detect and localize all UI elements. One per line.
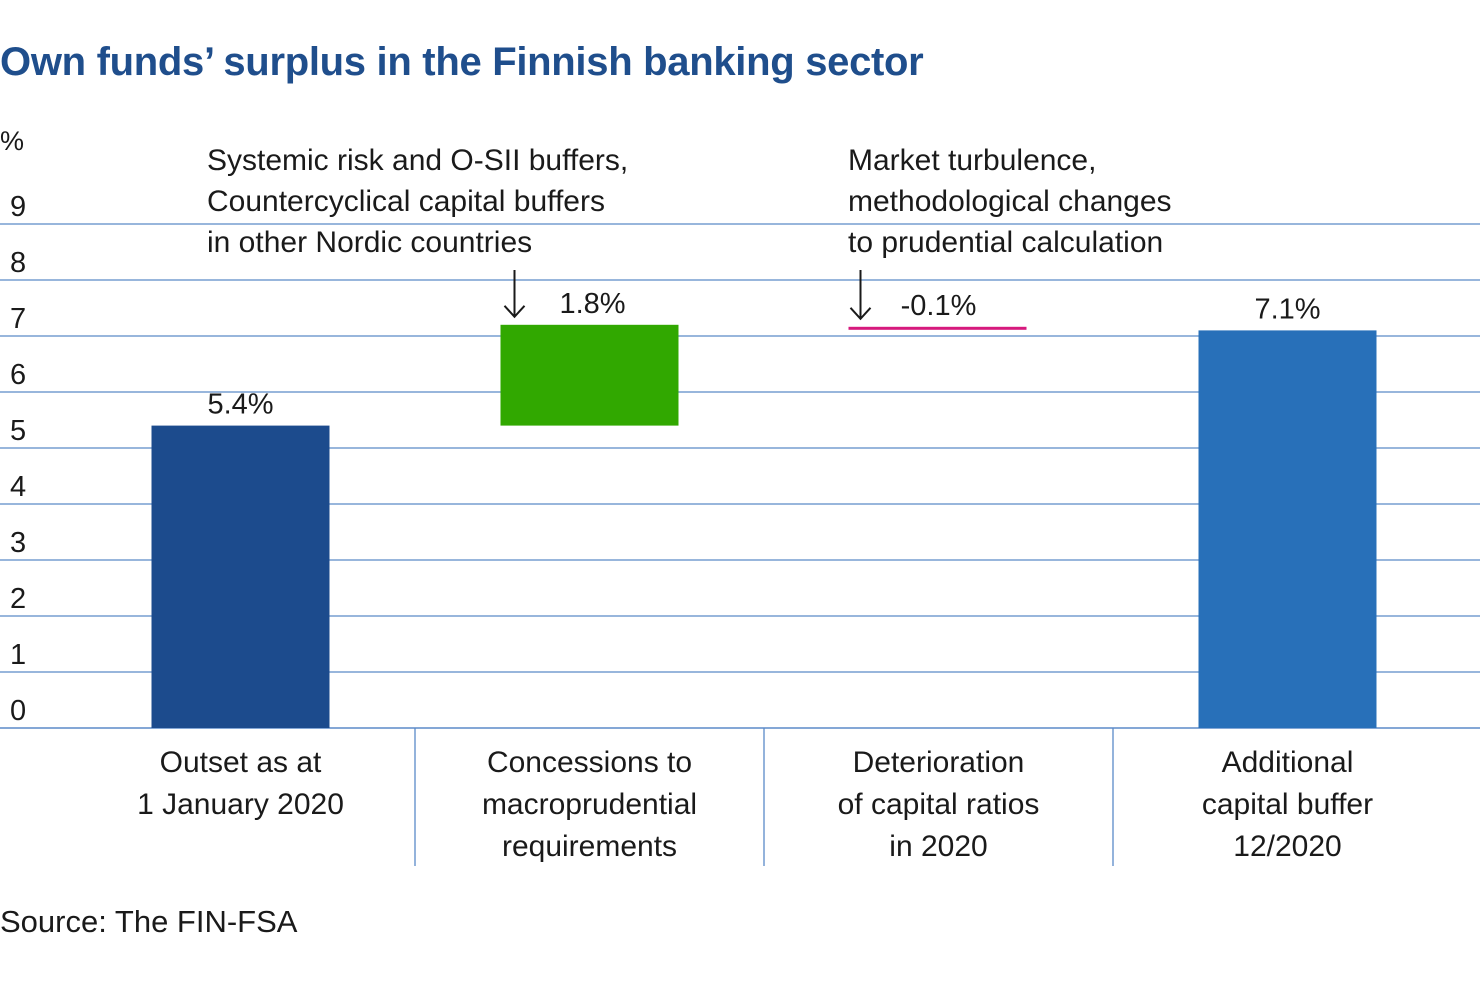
data-label: 7.1%	[1254, 293, 1320, 325]
data-label: 5.4%	[207, 389, 273, 421]
annotation-line: Countercyclical capital buffers	[207, 185, 605, 218]
value-labels: 5.4% 1.8% -0.1% 7.1%	[207, 288, 1320, 421]
annotation-line: methodological changes	[848, 185, 1172, 218]
y-tick-label: 0	[10, 695, 26, 727]
x-category-label: 12/2020	[1233, 830, 1341, 863]
y-tick-label: 8	[10, 247, 26, 279]
x-axis-categories: Outset as at 1 January 2020 Concessions to…	[137, 746, 1373, 863]
y-tick-label: 3	[10, 527, 26, 559]
annotation-line: to prudential calculation	[848, 226, 1163, 259]
x-category-label: capital buffer	[1202, 788, 1373, 821]
y-tick-label: 4	[10, 471, 26, 503]
x-category-label: of capital ratios	[838, 788, 1040, 821]
down-arrow-icon	[849, 270, 872, 321]
x-category-label: Outset as at	[160, 746, 322, 779]
annotation-line: Systemic risk and O-SII buffers,	[207, 144, 628, 177]
y-tick-label: 1	[10, 639, 26, 671]
bar-outset	[151, 425, 330, 728]
source-note: Source: The FIN-FSA	[0, 904, 298, 939]
y-axis-label: %	[0, 126, 24, 156]
y-tick-label: 7	[10, 303, 26, 335]
down-arrow-icon	[503, 270, 526, 319]
x-category-label: 1 January 2020	[137, 788, 344, 821]
annotation-line: Market turbulence,	[848, 144, 1096, 177]
data-label: 1.8%	[559, 288, 625, 320]
annotations: Systemic risk and O-SII buffers, Counterc…	[207, 144, 1172, 321]
x-category-label: in 2020	[889, 830, 987, 863]
data-label: -0.1%	[901, 290, 977, 322]
x-category-label: macroprudential	[482, 788, 697, 821]
annotation-line: in other Nordic countries	[207, 226, 532, 259]
bars	[151, 324, 1377, 728]
y-tick-label: 2	[10, 583, 26, 615]
y-tick-label: 5	[10, 415, 26, 447]
x-category-label: Concessions to	[487, 746, 692, 779]
y-tick-label: 6	[10, 359, 26, 391]
x-category-label: Additional	[1222, 746, 1354, 779]
bar-concession	[500, 324, 679, 426]
bar-deterioration	[848, 326, 1027, 330]
x-category-label: Deterioration	[853, 746, 1025, 779]
bar-total	[1198, 330, 1377, 728]
x-category-label: requirements	[502, 830, 677, 863]
chart-title: Own funds’ surplus in the Finnish bankin…	[0, 40, 924, 84]
y-tick-label: 9	[10, 191, 26, 223]
y-axis: 0 1 2 3 4 5 6 7 8 9%	[0, 126, 26, 727]
